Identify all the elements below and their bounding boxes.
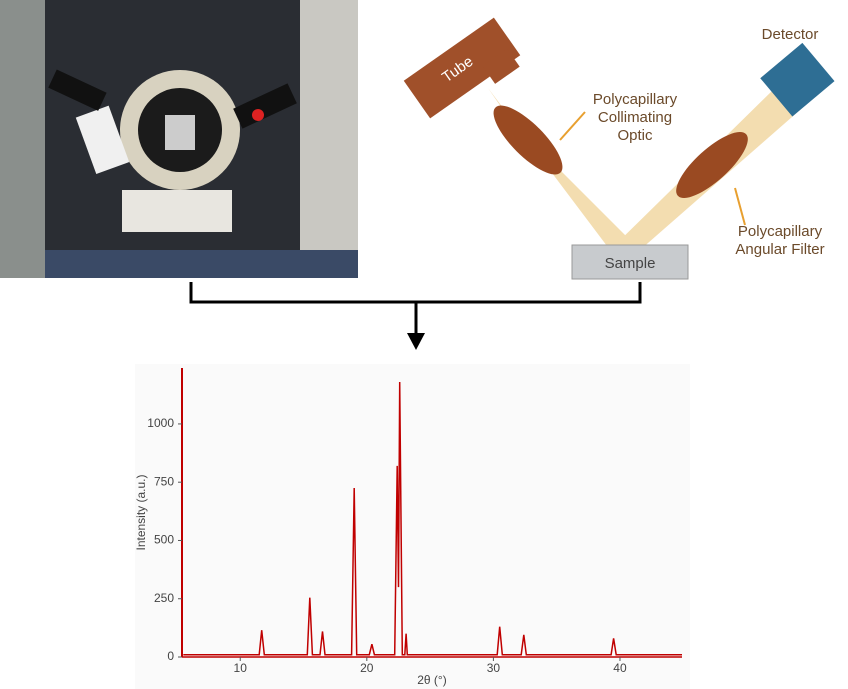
x-tick-label: 30 — [487, 661, 501, 675]
optic-label: Collimating — [598, 109, 672, 126]
y-tick-label: 1000 — [147, 416, 174, 430]
y-tick-label: 500 — [154, 533, 174, 547]
y-axis-label: Intensity (a.u.) — [134, 474, 148, 550]
sample-label: Sample — [605, 255, 656, 272]
spectrum-line — [183, 381, 682, 656]
xrd-chart: 0 250 500 750 1000 10 20 30 40 2θ (°) Intensity (a… — [134, 364, 690, 689]
x-axis-label: 2θ (°) — [417, 673, 446, 687]
connector — [189, 282, 642, 350]
x-tick-label: 10 — [234, 661, 248, 675]
optic-label: Polycapillary — [593, 91, 678, 108]
y-tick-label: 750 — [154, 474, 174, 488]
y-tick-label: 0 — [167, 649, 174, 663]
xrd-diagram: Tube Detector Polycapillary Collimating … — [403, 17, 835, 280]
optic-label: Optic — [617, 127, 653, 144]
y-tick-label: 250 — [154, 591, 174, 605]
x-tick-label: 20 — [360, 661, 374, 675]
plot-background — [135, 364, 690, 689]
instrument-photo — [0, 0, 358, 278]
filter-label: Angular Filter — [735, 241, 824, 258]
filter-label: Polycapillary — [738, 223, 823, 240]
detector-label: Detector — [762, 26, 819, 43]
x-tick-label: 40 — [613, 661, 627, 675]
